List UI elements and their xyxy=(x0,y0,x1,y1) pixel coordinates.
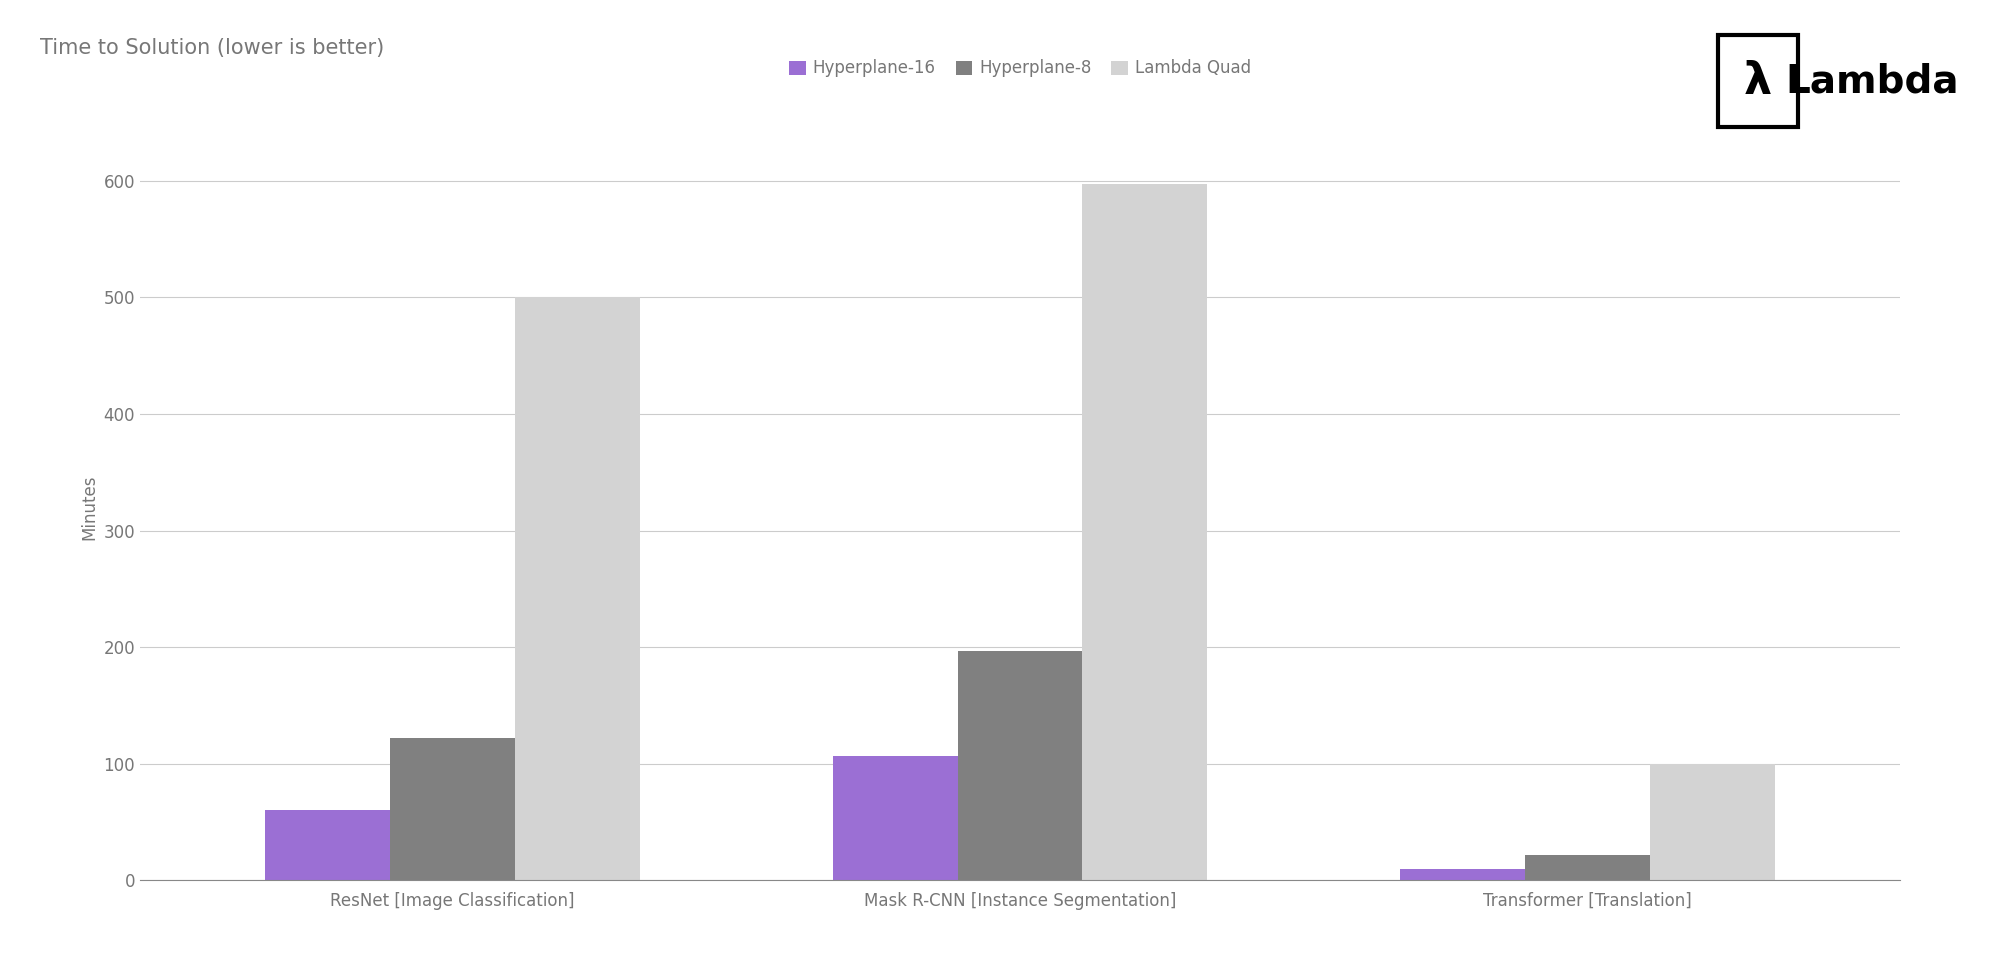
Bar xyxy=(1400,869,1526,880)
Text: Lambda: Lambda xyxy=(1786,62,1960,100)
Bar xyxy=(1526,855,1650,880)
Bar xyxy=(1718,35,1798,127)
Legend: Hyperplane-16, Hyperplane-8, Lambda Quad: Hyperplane-16, Hyperplane-8, Lambda Quad xyxy=(782,53,1258,84)
Bar xyxy=(1650,764,1776,880)
Bar xyxy=(832,756,958,880)
Bar xyxy=(958,651,1082,880)
Bar xyxy=(390,738,514,880)
Bar xyxy=(514,298,640,880)
Text: λ: λ xyxy=(1744,60,1772,102)
Y-axis label: Minutes: Minutes xyxy=(80,475,98,540)
Bar xyxy=(1082,184,1208,880)
Bar xyxy=(264,811,390,880)
Text: Time to Solution (lower is better): Time to Solution (lower is better) xyxy=(40,38,384,58)
